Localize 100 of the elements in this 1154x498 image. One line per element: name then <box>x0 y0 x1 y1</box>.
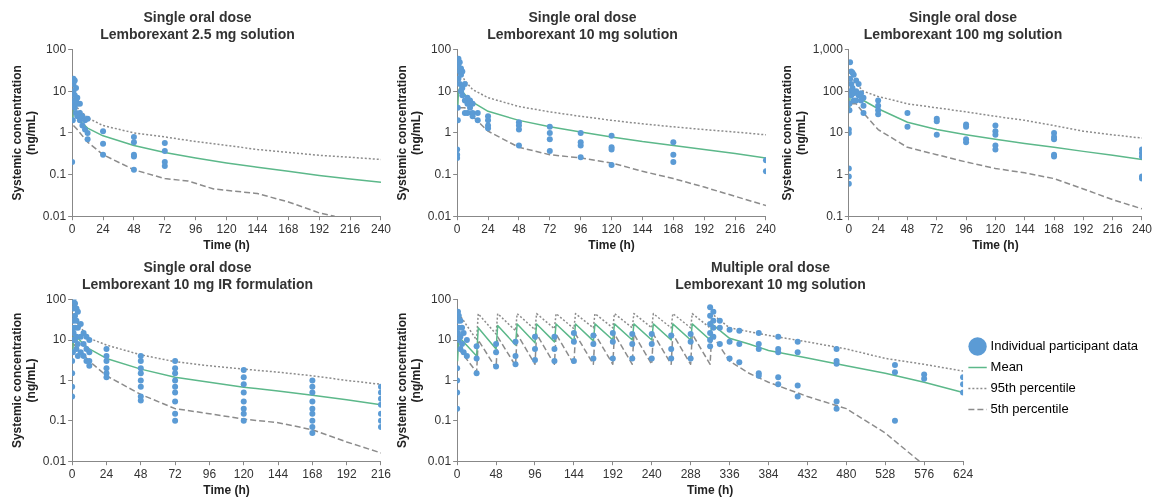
x-tick-label: 168 <box>663 221 684 236</box>
y-axis-title: Systemic concentration (ng/mL) <box>9 65 38 201</box>
y-tick-label: 0.1 <box>826 208 844 223</box>
x-tick-label: 0 <box>845 221 853 236</box>
x-tick-label: 48 <box>489 466 504 481</box>
y-tick-label: 0.01 <box>42 208 67 223</box>
x-tick-label: 72 <box>930 221 944 236</box>
x-tick-label: 120 <box>233 466 255 481</box>
y-tick-label: 10 <box>437 83 452 98</box>
x-tick-label: 48 <box>512 221 526 236</box>
y-tick-label: 100 <box>431 291 452 306</box>
x-tick-label: 96 <box>202 466 217 481</box>
y-tick-label: 0.1 <box>434 166 452 181</box>
x-tick-label: 96 <box>189 221 203 236</box>
x-tick-label: 120 <box>601 221 622 236</box>
x-tick-label: 336 <box>719 466 740 481</box>
y-tick-label: 0.1 <box>49 166 67 181</box>
chart-title: Single oral dose <box>143 9 252 26</box>
x-tick-label: 96 <box>959 221 974 236</box>
x-tick-label: 168 <box>302 466 323 481</box>
x-tick-label: 624 <box>953 466 974 481</box>
x-tick-label: 192 <box>1073 221 1094 236</box>
y-tick-label: 0.01 <box>427 453 452 468</box>
chart-subtitle: Lemborexant 10 mg solution <box>487 26 678 43</box>
x-axis-title: Time (h) <box>588 238 635 253</box>
x-tick-label: 24 <box>871 221 886 236</box>
x-tick-label: 96 <box>574 221 588 236</box>
x-tick-label: 240 <box>755 221 777 236</box>
x-tick-label: 240 <box>1131 221 1153 236</box>
y-tick-label: 100 <box>822 83 844 98</box>
chart-title: Multiple oral dose <box>710 259 831 276</box>
x-tick-label: 168 <box>1044 221 1065 236</box>
x-tick-label: 48 <box>134 466 148 481</box>
x-tick-label: 72 <box>543 221 557 236</box>
y-tick-label: 1,000 <box>812 41 844 56</box>
y-tick-label: 100 <box>46 41 67 56</box>
x-tick-label: 288 <box>680 466 701 481</box>
x-tick-label: 72 <box>158 221 172 236</box>
x-tick-label: 144 <box>632 221 653 236</box>
y-tick-label: 10 <box>437 332 452 347</box>
x-tick-label: 240 <box>641 466 663 481</box>
y-tick-label: 10 <box>52 83 67 98</box>
x-tick-label: 144 <box>1014 221 1036 236</box>
y-tick-label: 0.1 <box>49 413 67 428</box>
chart-title: Single oral dose <box>143 259 252 276</box>
chart-subtitle: Lemborexant 100 mg solution <box>863 26 1063 43</box>
y-tick-label: 1 <box>59 372 67 387</box>
x-tick-label: 72 <box>168 466 183 481</box>
legend-label: 5th percentile <box>990 401 1069 417</box>
x-tick-label: 576 <box>914 466 935 481</box>
x-axis-title: Time (h) <box>203 483 250 498</box>
x-tick-label: 192 <box>336 466 358 481</box>
y-tick-label: 10 <box>52 332 67 347</box>
x-tick-label: 216 <box>1102 221 1124 236</box>
y-tick-label: 1 <box>836 166 844 181</box>
legend-label: Mean <box>990 359 1024 375</box>
x-axis-title: Time (h) <box>972 238 1019 253</box>
x-tick-label: 192 <box>309 221 330 236</box>
y-tick-label: 100 <box>46 291 67 306</box>
y-tick-label: 1 <box>59 125 67 140</box>
x-tick-label: 96 <box>528 466 542 481</box>
y-axis-title: Systemic concentration (ng/mL) <box>394 312 423 449</box>
y-axis-title: Systemic concentration (ng/mL) <box>779 65 808 201</box>
x-tick-label: 192 <box>694 221 715 236</box>
chart-title: Single oral dose <box>908 9 1018 26</box>
x-tick-label: 144 <box>268 466 289 481</box>
chart-subtitle: Lemborexant 2.5 mg solution <box>100 26 295 43</box>
x-tick-label: 432 <box>797 466 818 481</box>
x-tick-label: 384 <box>758 466 779 481</box>
x-tick-label: 168 <box>278 221 299 236</box>
y-tick-label: 0.01 <box>427 208 452 223</box>
x-tick-label: 192 <box>602 466 624 481</box>
y-tick-label: 1 <box>444 372 452 387</box>
x-tick-label: 0 <box>453 466 461 481</box>
y-tick-label: 1 <box>444 125 452 140</box>
x-tick-label: 144 <box>247 221 268 236</box>
y-axis-title: Systemic concentration (ng/mL) <box>394 65 423 201</box>
x-tick-label: 480 <box>836 466 857 481</box>
x-tick-label: 120 <box>985 221 1006 236</box>
y-tick-label: 100 <box>431 41 452 56</box>
y-tick-label: 0.01 <box>42 453 67 468</box>
x-tick-label: 528 <box>875 466 896 481</box>
x-tick-label: 24 <box>99 466 114 481</box>
y-tick-label: 0.1 <box>434 413 452 428</box>
x-axis-title: Time (h) <box>686 483 734 498</box>
x-tick-label: 216 <box>340 221 361 236</box>
chart-subtitle: Lemborexant 10 mg solution <box>675 276 866 293</box>
chart-subtitle: Lemborexant 10 mg IR formulation <box>81 276 314 293</box>
y-axis-title: Systemic concentration (ng/mL) <box>9 312 38 449</box>
x-tick-label: 216 <box>725 221 746 236</box>
x-tick-label: 0 <box>68 466 76 481</box>
x-tick-label: 144 <box>563 466 585 481</box>
chart-title: Single oral dose <box>528 9 637 26</box>
x-tick-label: 48 <box>127 221 141 236</box>
legend-label: Individual participant data <box>990 338 1139 354</box>
x-tick-label: 24 <box>481 221 496 236</box>
x-tick-label: 48 <box>900 221 915 236</box>
y-tick-label: 10 <box>829 125 844 140</box>
legend-label: 95th percentile <box>990 380 1076 396</box>
x-tick-label: 216 <box>370 466 392 481</box>
